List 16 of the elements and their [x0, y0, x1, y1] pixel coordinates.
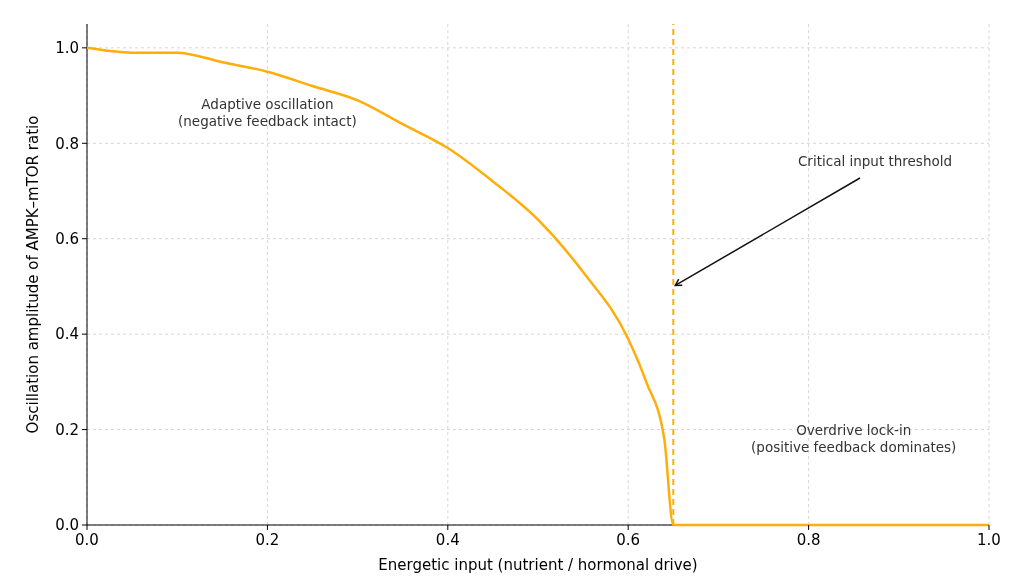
annotation: Adaptive oscillation (negative feedback intact) [178, 96, 357, 130]
x-tick-label: 0.6 [616, 531, 641, 549]
y-tick-label: 1.0 [55, 39, 79, 58]
y-tick-label: 0.8 [55, 134, 79, 153]
y-axis-title: Oscillation amplitude of AMPK–mTOR ratio [24, 115, 42, 434]
y-tick-label: 0.2 [55, 420, 79, 439]
x-tick-label: 0.2 [255, 531, 280, 549]
x-tick-label: 1.0 [977, 531, 1001, 549]
x-tick-label: 0.8 [796, 531, 821, 549]
x-axis-title: Energetic input (nutrient / hormonal drive) [378, 556, 698, 574]
x-tick-label: 0.0 [75, 531, 99, 549]
annotation: Critical input threshold [797, 153, 953, 169]
annotation: Overdrive lock-in (positive feedback dominates) [751, 421, 957, 455]
y-tick-label: 0.4 [55, 325, 79, 344]
x-tick-label: 0.4 [435, 531, 460, 549]
y-tick-label: 0.6 [55, 229, 79, 248]
